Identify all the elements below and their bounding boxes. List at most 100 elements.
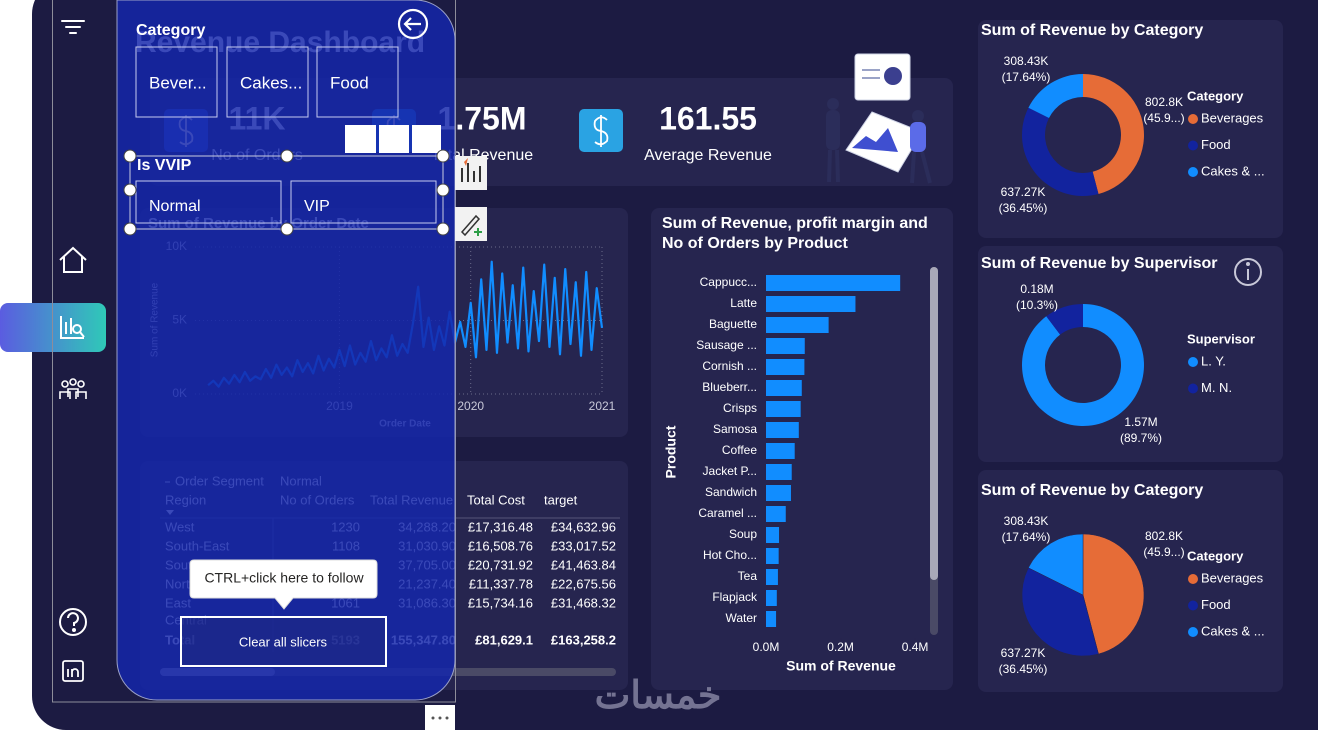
data-label: (17.64%) (1002, 70, 1051, 84)
data-label: 308.43K (1004, 514, 1049, 528)
y-axis-title: Product (663, 425, 679, 478)
slicer-option-label: Normal (149, 198, 201, 215)
kpi-label: Average Revenue (644, 147, 772, 164)
legend-label: Cakes & ... (1201, 623, 1265, 638)
bar-chart-title-box: Sum of Revenue, profit margin and No of … (662, 215, 928, 252)
back-button[interactable] (397, 8, 429, 40)
x-axis-title: Sum of Revenue (786, 658, 896, 674)
legend-label: Food (1201, 597, 1231, 612)
table-cell: £22,675.56 (551, 576, 616, 591)
scrollbar-thumb (930, 267, 938, 580)
bar (766, 527, 780, 543)
slicer-option-label: Cakes... (240, 73, 302, 92)
y-tick-label: Latte (730, 296, 757, 310)
filter-icon[interactable] (61, 20, 85, 34)
table-total-cell: £81,629.1 (475, 632, 533, 647)
data-label: 637.27K (1001, 646, 1046, 660)
x-tick-label: 0.2M (827, 640, 854, 654)
y-tick-label: Tea (738, 569, 758, 583)
data-label: (89.7%) (1120, 431, 1162, 445)
slicer-option[interactable] (290, 180, 437, 224)
y-tick-label: Flapjack (712, 590, 758, 604)
bar (766, 464, 792, 480)
chart-title: Sum of Revenue, profit margin and No of … (662, 215, 928, 252)
donut-slice (1021, 107, 1099, 196)
donut-slice (1083, 74, 1144, 195)
legend-marker (1188, 140, 1198, 151)
bar (766, 611, 777, 627)
legend-marker (1188, 114, 1198, 124)
bar (766, 275, 901, 291)
bar (766, 485, 791, 501)
x-tick-label: 0.0M (753, 640, 780, 654)
bar (766, 338, 805, 354)
bar (766, 569, 778, 585)
chart-title: Sum of Revenue by Category (981, 482, 1203, 499)
watermark: خمسات (595, 675, 722, 717)
bar (766, 422, 799, 438)
x-tick-label: 2020 (457, 399, 484, 413)
chart-title: Sum of Revenue by Supervisor (981, 255, 1218, 272)
legend-label: Cakes & ... (1201, 163, 1265, 178)
data-label: (36.45%) (999, 201, 1048, 215)
slicer-option[interactable] (135, 46, 218, 118)
legend-label: Beverages (1201, 570, 1264, 585)
x-tick-label: 2021 (589, 399, 616, 413)
legend-label: Beverages (1201, 110, 1264, 125)
data-label: (45.9...) (1143, 111, 1184, 125)
table-cell: £33,017.52 (551, 538, 616, 553)
panel-layer: Category Bever... Cakes... Food Is VVIP Norma… (135, 22, 437, 224)
bar-chart-card (651, 208, 953, 690)
info-icon[interactable] (1234, 258, 1262, 286)
table-cell: £16,508.76 (468, 538, 533, 553)
slicer-option[interactable] (226, 46, 309, 118)
bar (766, 401, 801, 417)
data-label: (10.3%) (1016, 298, 1058, 312)
y-tick-label: Caramel ... (698, 506, 757, 520)
slicer-panel (116, 0, 456, 701)
clear-slicers-button[interactable] (180, 616, 387, 667)
tooltip-box (189, 559, 378, 610)
donut-slice (1022, 304, 1144, 426)
table-cell: £41,463.84 (551, 557, 616, 572)
visual-tool-buttons[interactable] (455, 156, 487, 241)
bar (766, 380, 802, 396)
slicer-option[interactable] (135, 180, 282, 224)
y-tick-label: Water (725, 611, 757, 625)
table-total-cell: £163,258.2 (551, 632, 616, 647)
y-tick-label: Blueberr... (702, 380, 757, 394)
illustration (826, 53, 932, 184)
donut-slice (1046, 304, 1083, 335)
table-column-header: Total Cost (467, 492, 525, 507)
home-icon[interactable] (59, 246, 87, 273)
slicer-option[interactable] (316, 46, 399, 118)
people-icon[interactable] (59, 378, 87, 399)
loading-placeholders (345, 125, 441, 153)
bar (766, 317, 829, 333)
y-tick-label: Coffee (722, 443, 757, 457)
kpi-value: 161.55 (659, 100, 757, 136)
table-cell: £31,468.32 (551, 595, 616, 610)
linkedin-icon[interactable] (62, 660, 84, 682)
help-icon[interactable] (59, 608, 87, 636)
data-label: (45.9...) (1143, 545, 1184, 559)
bar (766, 296, 856, 312)
bar (766, 590, 777, 606)
bar (766, 359, 805, 375)
bar (766, 548, 779, 564)
legend-marker (1188, 383, 1198, 394)
more-options[interactable] (425, 705, 455, 731)
y-tick-label: Sausage ... (696, 338, 757, 352)
data-label: 1.57M (1124, 415, 1157, 429)
legend-label: M. N. (1201, 380, 1232, 395)
tooltip-text: CTRL+click here to follow (204, 570, 364, 586)
y-tick-label: Cappucc... (700, 275, 757, 289)
legend-label: Food (1201, 137, 1231, 152)
data-label: (17.64%) (1002, 530, 1051, 544)
selection-handles[interactable] (123, 149, 450, 236)
legend-title: Category (1187, 548, 1244, 563)
pie-slice (1082, 533, 1145, 655)
legend-marker (1188, 357, 1198, 367)
x-tick-label: 0.4M (902, 640, 929, 654)
